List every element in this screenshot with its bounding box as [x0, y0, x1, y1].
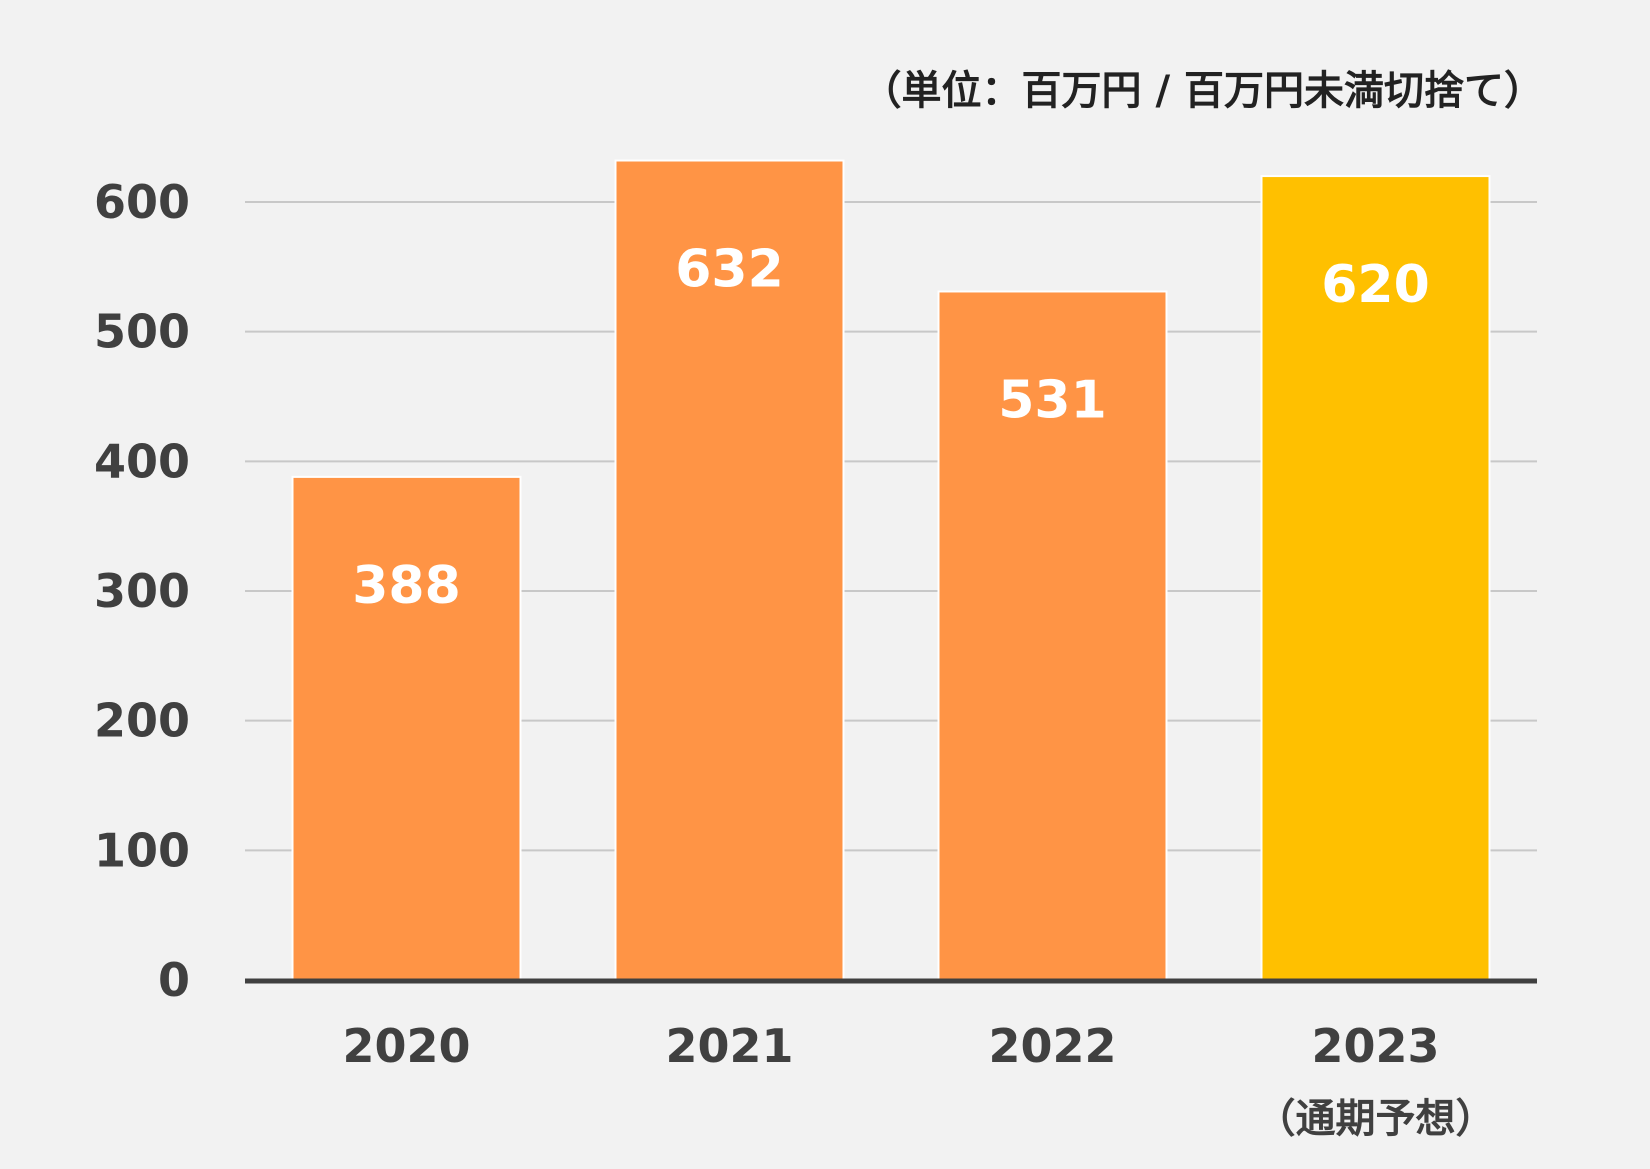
- x-tick-label-2021: 2021: [665, 1019, 793, 1073]
- unit-note: （単位：百万円 / 百万円未満切捨て）: [861, 68, 1544, 114]
- data-label-2023: 620: [1321, 255, 1430, 315]
- data-label-2021: 632: [675, 240, 784, 300]
- x-tick-sublabel-2023: （通期予想）: [1256, 1096, 1496, 1142]
- x-axis-ticks: 2020 2021 2022 2023 （通期予想）: [342, 1019, 1495, 1142]
- x-tick-label-2022: 2022: [988, 1019, 1116, 1073]
- bar-2022: [937, 290, 1168, 982]
- y-tick-label: 600: [94, 175, 190, 229]
- bars: [291, 159, 1491, 982]
- y-axis-ticks: 0 100 200 300 400 500 600: [94, 175, 190, 1007]
- y-tick-label: 100: [94, 823, 190, 877]
- y-tick-label: 500: [94, 305, 190, 359]
- y-tick-label: 400: [94, 434, 190, 488]
- bar-2021: [614, 159, 845, 982]
- data-label-2020: 388: [352, 556, 461, 616]
- y-tick-label: 0: [158, 953, 190, 1007]
- y-tick-label: 200: [94, 694, 190, 748]
- bar-2020: [291, 475, 522, 981]
- data-label-2022: 531: [998, 370, 1107, 430]
- x-tick-label-2023: 2023: [1311, 1019, 1439, 1073]
- y-tick-label: 300: [94, 564, 190, 618]
- x-tick-label-2020: 2020: [342, 1019, 470, 1073]
- data-labels: 388 632 531 620: [352, 240, 1430, 616]
